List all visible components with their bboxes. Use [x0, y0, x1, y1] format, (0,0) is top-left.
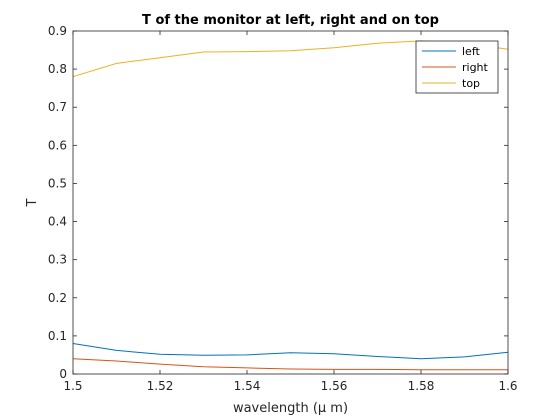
x-tick-label: 1.54	[234, 379, 261, 393]
y-tick-label: 0.4	[48, 215, 67, 229]
legend-label-right: right	[462, 61, 489, 74]
legend-label-left: left	[462, 45, 481, 58]
legend: left right top	[415, 40, 499, 94]
y-tick-label: 0	[59, 367, 67, 381]
axes-box	[72, 30, 509, 375]
y-tick-label: 0.6	[48, 138, 67, 152]
x-tick-label: 1.52	[147, 379, 174, 393]
y-tick-label: 0.8	[48, 62, 67, 76]
y-tick-label: 0.3	[48, 253, 67, 267]
series-line-right	[72, 358, 508, 371]
x-tick-label: 1.6	[498, 379, 517, 393]
y-tick-label: 0.5	[48, 176, 67, 190]
series-line-left	[72, 343, 509, 360]
y-tick-label: 0.2	[48, 291, 67, 305]
ticks-layer: 1.5 1.52 1.54 1.56 1.58 1.6 0 0.1 0.2 0.3 0.4 0.5 0.…	[48, 24, 518, 393]
x-tick-label: 1.56	[321, 379, 348, 393]
y-tick-label: 0.1	[48, 329, 67, 343]
x-tick-label: 1.58	[408, 379, 435, 393]
x-axis-label: wavelength (μ m)	[233, 401, 348, 416]
y-tick-label: 0.7	[48, 100, 67, 114]
x-tick-label: 1.5	[63, 379, 82, 393]
legend-label-top: top	[462, 77, 480, 90]
y-tick-label: 0.9	[48, 24, 67, 38]
chart-title: T of the monitor at left, right and on t…	[142, 13, 439, 28]
y-axis-label: T	[25, 198, 40, 207]
